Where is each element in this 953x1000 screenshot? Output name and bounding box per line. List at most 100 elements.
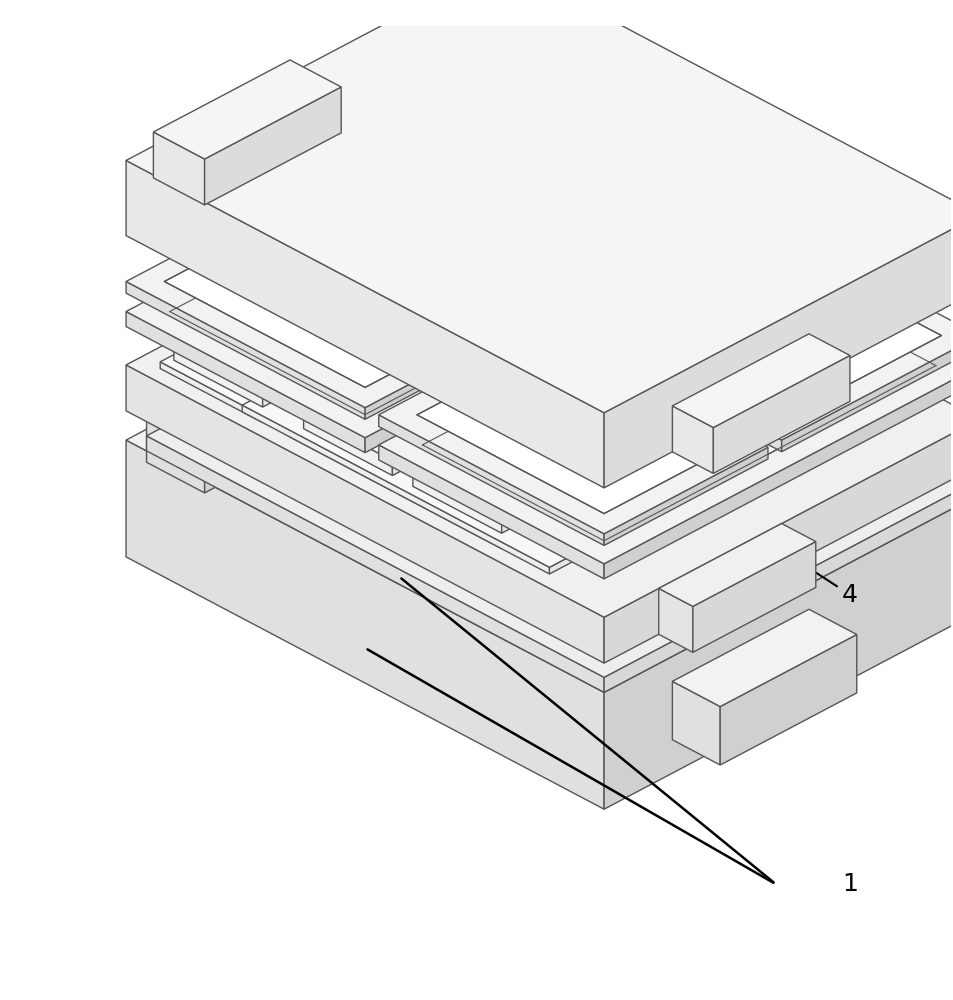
Polygon shape — [521, 369, 726, 477]
Polygon shape — [194, 318, 300, 374]
Polygon shape — [204, 362, 341, 493]
Polygon shape — [324, 243, 443, 306]
Polygon shape — [126, 167, 953, 617]
Polygon shape — [303, 188, 542, 326]
Polygon shape — [781, 336, 953, 452]
Polygon shape — [501, 426, 556, 460]
Text: 6: 6 — [756, 455, 858, 498]
Polygon shape — [392, 441, 474, 491]
Polygon shape — [173, 309, 331, 392]
Polygon shape — [324, 387, 430, 443]
Text: 4: 4 — [810, 570, 858, 607]
Polygon shape — [324, 273, 385, 309]
Polygon shape — [392, 368, 447, 402]
Polygon shape — [262, 300, 317, 333]
Polygon shape — [658, 524, 815, 606]
Polygon shape — [303, 83, 740, 314]
Polygon shape — [521, 349, 603, 407]
Polygon shape — [556, 346, 631, 391]
Polygon shape — [194, 342, 255, 378]
Polygon shape — [317, 220, 392, 265]
Polygon shape — [521, 296, 583, 333]
Polygon shape — [126, 0, 953, 413]
Polygon shape — [188, 289, 262, 333]
Polygon shape — [556, 217, 953, 440]
Polygon shape — [398, 488, 501, 549]
Polygon shape — [426, 415, 501, 460]
Polygon shape — [716, 385, 798, 428]
Polygon shape — [126, 195, 528, 408]
Polygon shape — [126, 281, 365, 419]
Polygon shape — [153, 132, 204, 205]
Polygon shape — [188, 260, 317, 328]
Polygon shape — [255, 351, 300, 378]
Polygon shape — [521, 423, 624, 484]
Polygon shape — [262, 356, 331, 407]
Polygon shape — [160, 319, 344, 416]
Polygon shape — [433, 445, 538, 500]
Polygon shape — [378, 328, 767, 534]
Polygon shape — [542, 403, 631, 465]
Polygon shape — [413, 365, 515, 426]
Polygon shape — [385, 419, 430, 446]
Polygon shape — [378, 445, 603, 579]
Polygon shape — [416, 349, 729, 514]
Polygon shape — [242, 135, 324, 178]
Polygon shape — [303, 414, 392, 476]
Polygon shape — [392, 227, 454, 265]
Polygon shape — [672, 406, 713, 473]
Polygon shape — [413, 311, 618, 420]
Polygon shape — [631, 354, 692, 391]
Polygon shape — [603, 366, 953, 579]
Polygon shape — [303, 277, 392, 339]
Polygon shape — [433, 468, 495, 504]
Polygon shape — [398, 445, 583, 542]
Polygon shape — [290, 430, 392, 491]
Polygon shape — [147, 332, 341, 434]
Polygon shape — [160, 362, 262, 423]
Polygon shape — [283, 243, 488, 351]
Polygon shape — [631, 406, 713, 465]
Polygon shape — [603, 419, 953, 663]
Polygon shape — [542, 209, 740, 326]
Polygon shape — [317, 328, 447, 397]
Text: 1: 1 — [841, 872, 857, 896]
Polygon shape — [603, 479, 953, 692]
Polygon shape — [454, 342, 515, 378]
Polygon shape — [737, 396, 798, 447]
Polygon shape — [672, 681, 720, 765]
Polygon shape — [341, 103, 701, 294]
Polygon shape — [147, 404, 204, 493]
Polygon shape — [126, 365, 603, 663]
Polygon shape — [713, 355, 849, 473]
Polygon shape — [392, 280, 474, 339]
Polygon shape — [562, 400, 624, 435]
Polygon shape — [426, 386, 556, 455]
Polygon shape — [126, 113, 740, 438]
Polygon shape — [303, 233, 474, 324]
Polygon shape — [447, 256, 583, 328]
Polygon shape — [153, 60, 341, 159]
Polygon shape — [147, 238, 953, 677]
Polygon shape — [720, 634, 856, 765]
Polygon shape — [624, 423, 726, 484]
Polygon shape — [692, 542, 815, 652]
Polygon shape — [556, 321, 781, 452]
Polygon shape — [242, 167, 262, 196]
Polygon shape — [147, 436, 603, 692]
Polygon shape — [365, 321, 528, 419]
Polygon shape — [365, 239, 740, 453]
Polygon shape — [556, 314, 692, 386]
Polygon shape — [495, 477, 538, 504]
Polygon shape — [378, 415, 603, 545]
Polygon shape — [303, 378, 460, 461]
Polygon shape — [562, 369, 682, 432]
Polygon shape — [324, 410, 385, 446]
Polygon shape — [603, 494, 953, 809]
Polygon shape — [594, 237, 941, 420]
Polygon shape — [126, 312, 365, 453]
Polygon shape — [242, 387, 583, 567]
Polygon shape — [126, 160, 603, 488]
Polygon shape — [447, 289, 521, 333]
Polygon shape — [603, 447, 767, 545]
